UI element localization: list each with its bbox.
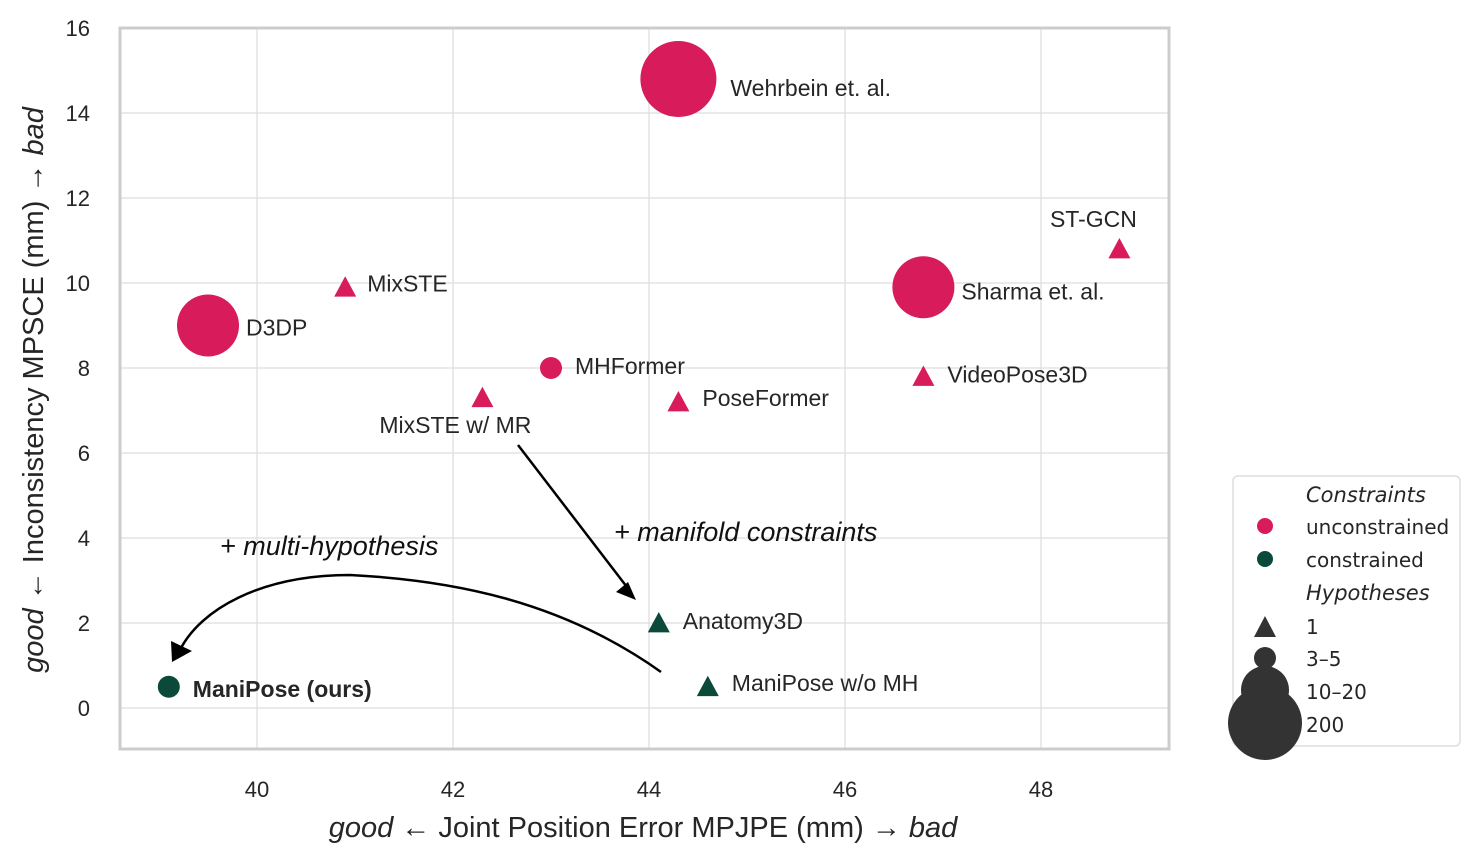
point-mixste-w-mr [471,386,494,408]
data-points [157,41,1131,698]
label-sharma-et-al: Sharma et. al. [961,278,1104,304]
x-tick-label: 44 [637,777,661,802]
x-axis-good: good [329,812,394,844]
multi-hypothesis-arrowhead [171,641,192,662]
label-d3dp: D3DP [246,315,307,341]
point-st-gcn [1108,238,1131,259]
manifold-arrowhead [616,582,636,600]
label-wehrbein-et-al: Wehrbein et. al. [730,75,891,101]
y-axis-ticks: 0 2 4 6 8 10 12 14 16 [66,16,90,721]
x-axis-ticks: 40 42 44 46 48 [245,777,1053,802]
multi-hypothesis-arrow [178,573,662,674]
annotation-multi-hypothesis: + multi-hypothesis [220,531,438,561]
plot-background [120,28,1169,749]
legend-hypotheses-title: Hypotheses [1306,581,1430,605]
legend-hyp-3-5-marker [1254,647,1276,669]
x-tick-label: 42 [441,777,465,802]
y-tick-label: 14 [66,101,90,126]
legend-constraints-title: Constraints [1306,483,1426,507]
legend-frame [1232,475,1461,747]
label-poseformer: PoseFormer [702,385,829,411]
point-d3dp [177,294,239,357]
y-tick-label: 10 [66,271,90,296]
y-tick-label: 6 [78,441,90,466]
legend-hyp-1-marker [1254,616,1276,637]
y-axis-main: Inconsistency MPSCE (mm) [18,201,50,564]
legend-unconstrained-marker [1257,518,1273,534]
label-anatomy3d: Anatomy3D [683,608,803,634]
y-tick-label: 16 [66,16,90,41]
legend-hyp-10-20-label: 10–20 [1306,680,1367,704]
y-tick-label: 4 [78,526,90,551]
legend-constrained-label: constrained [1306,548,1424,572]
legend-unconstrained-label: unconstrained [1306,515,1449,539]
y-tick-label: 0 [78,696,90,721]
x-axis-title: good ← Joint Position Error MPJPE (mm) →… [329,812,958,844]
label-mixste-w-mr: MixSTE w/ MR [379,412,531,438]
legend-hyp-3-5-label: 3–5 [1306,647,1341,671]
point-anatomy3d [647,612,670,633]
x-axis-arrow-left: ← [401,812,430,844]
legend-hyp-1-label: 1 [1306,615,1319,639]
manifold-arrow [517,444,631,592]
label-videopose3d: VideoPose3D [947,362,1087,388]
x-tick-label: 40 [245,777,269,802]
label-manipose-w-o-mh: ManiPose w/o MH [732,670,919,696]
legend-hyp-200-marker [1228,686,1302,760]
y-axis-bad: bad [18,106,50,155]
legend-hyp-200-label: 200 [1306,713,1344,737]
point-wehrbein-et-al [640,41,717,117]
y-tick-label: 12 [66,186,90,211]
label-mhformer: MHFormer [575,353,685,379]
point-poseformer [667,391,690,412]
y-axis-title: good ← Inconsistency MPSCE (mm) → bad [18,106,50,673]
point-sharma-et-al [892,256,955,319]
x-tick-label: 48 [1029,777,1053,802]
legend: Constraints unconstrained constrained Hy… [1228,475,1461,760]
y-tick-label: 8 [78,356,90,381]
y-tick-label: 2 [78,611,90,636]
label-mixste: MixSTE [367,270,448,296]
x-tick-label: 46 [833,777,857,802]
point-labels: Wehrbein et. al. ST-GCN Sharma et. al. MixS… [193,75,1137,702]
x-axis-bad: bad [909,812,958,844]
legend-constrained-marker [1257,551,1273,567]
point-mhformer [540,357,562,379]
annotation-manifold-constraints: + manifold constraints [614,517,877,547]
x-axis-arrow-right: → [872,812,901,844]
y-axis-good: good [18,607,50,672]
point-videopose3d [912,365,935,386]
y-axis-arrow-right: → [18,164,50,193]
y-axis-arrow-left: ← [18,571,50,600]
x-axis-main: Joint Position Error MPJPE (mm) [438,812,863,844]
point-manipose-w-o-mh [696,675,719,697]
point-manipose-ours [157,675,180,698]
plot-frame [118,26,1171,751]
annotation-arrows [171,444,662,674]
label-st-gcn: ST-GCN [1050,206,1137,232]
label-manipose-ours: ManiPose (ours) [193,676,372,702]
point-mixste [334,276,357,297]
